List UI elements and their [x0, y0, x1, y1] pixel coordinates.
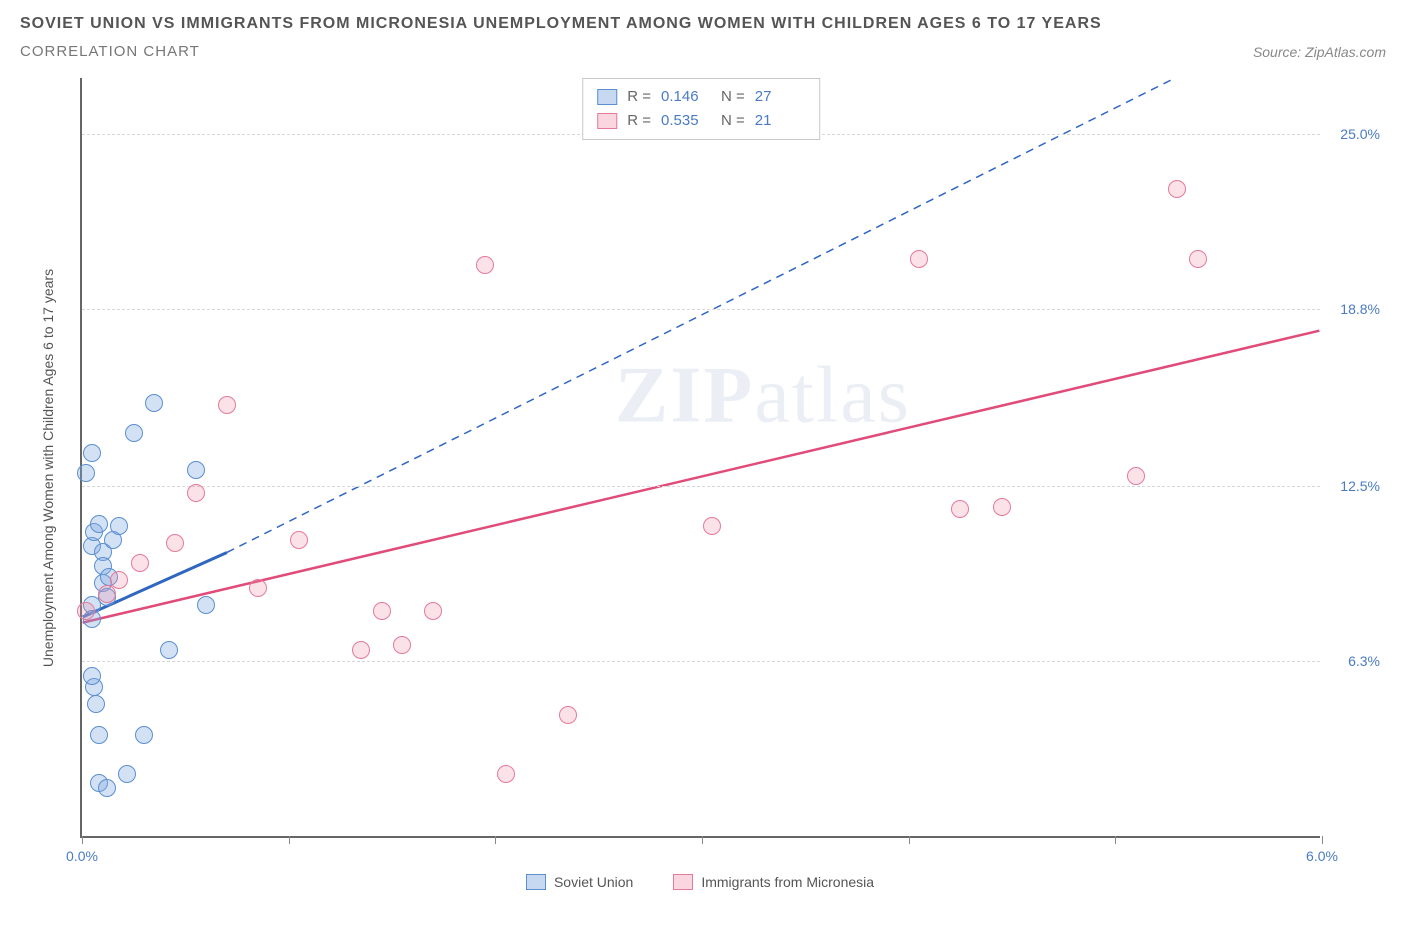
legend-item: Immigrants from Micronesia: [673, 874, 874, 890]
data-point: [290, 531, 308, 549]
x-tick-label: 0.0%: [66, 848, 98, 864]
data-point: [476, 256, 494, 274]
data-point: [249, 579, 267, 597]
data-point: [1189, 250, 1207, 268]
data-point: [145, 394, 163, 412]
x-tick: [702, 836, 703, 844]
data-point: [497, 765, 515, 783]
data-point: [187, 461, 205, 479]
data-point: [135, 726, 153, 744]
chart-title: SOVIET UNION VS IMMIGRANTS FROM MICRONES…: [20, 15, 1386, 33]
legend-n-value: 21: [755, 109, 805, 133]
source-attribution: Source: ZipAtlas.com: [1253, 44, 1386, 60]
y-tick-label: 18.8%: [1325, 301, 1380, 317]
data-point: [83, 444, 101, 462]
data-point: [77, 464, 95, 482]
data-point: [83, 667, 101, 685]
data-point: [393, 636, 411, 654]
legend-r-label: R =: [627, 85, 651, 109]
x-tick: [909, 836, 910, 844]
legend-row: R = 0.535 N = 21: [597, 109, 805, 133]
data-point: [703, 517, 721, 535]
legend-swatch: [597, 113, 617, 129]
data-point: [559, 706, 577, 724]
gridline: [82, 661, 1320, 662]
data-point: [373, 602, 391, 620]
data-point: [424, 602, 442, 620]
trend-line: [227, 78, 1175, 552]
gridline: [82, 309, 1320, 310]
x-tick: [289, 836, 290, 844]
series-legend: Soviet Union Immigrants from Micronesia: [80, 874, 1320, 890]
x-tick: [495, 836, 496, 844]
data-point: [910, 250, 928, 268]
data-point: [110, 517, 128, 535]
legend-n-label: N =: [721, 85, 745, 109]
plot-area: R =0.146N =27R =0.535N =21 ZIPatlas 6.3%…: [80, 78, 1320, 838]
x-tick-label: 6.0%: [1306, 848, 1338, 864]
gridline: [82, 486, 1320, 487]
data-point: [352, 641, 370, 659]
legend-swatch: [597, 89, 617, 105]
data-point: [87, 695, 105, 713]
data-point: [125, 424, 143, 442]
legend-item: Soviet Union: [526, 874, 633, 890]
data-point: [98, 779, 116, 797]
chart-container: Unemployment Among Women with Children A…: [20, 68, 1386, 888]
data-point: [993, 498, 1011, 516]
data-point: [110, 571, 128, 589]
data-point: [98, 585, 116, 603]
chart-subtitle: CORRELATION CHART: [20, 43, 200, 60]
legend-r-value: 0.146: [661, 85, 711, 109]
legend-swatch: [526, 874, 546, 890]
legend-row: R = 0.146 N = 27: [597, 85, 805, 109]
data-point: [1168, 180, 1186, 198]
legend-n-label: N =: [721, 109, 745, 133]
data-point: [166, 534, 184, 552]
data-point: [187, 484, 205, 502]
legend-n-value: 27: [755, 85, 805, 109]
data-point: [77, 602, 95, 620]
legend-r-label: R =: [627, 109, 651, 133]
data-point: [218, 396, 236, 414]
data-point: [90, 515, 108, 533]
legend-label: Immigrants from Micronesia: [701, 874, 874, 890]
legend-label: Soviet Union: [554, 874, 633, 890]
data-point: [131, 554, 149, 572]
data-point: [197, 596, 215, 614]
x-tick: [1322, 836, 1323, 844]
y-axis-label: Unemployment Among Women with Children A…: [40, 269, 56, 667]
correlation-legend: R = 0.146 N = 27 R = 0.535 N = 21: [582, 78, 820, 140]
x-tick: [82, 836, 83, 844]
data-point: [1127, 467, 1145, 485]
x-tick: [1115, 836, 1116, 844]
y-tick-label: 25.0%: [1325, 126, 1380, 142]
data-point: [160, 641, 178, 659]
y-tick-label: 6.3%: [1325, 653, 1380, 669]
y-tick-label: 12.5%: [1325, 478, 1380, 494]
trend-lines-svg: [82, 78, 1320, 836]
legend-r-value: 0.535: [661, 109, 711, 133]
data-point: [951, 500, 969, 518]
legend-swatch: [673, 874, 693, 890]
data-point: [118, 765, 136, 783]
data-point: [90, 726, 108, 744]
subtitle-row: CORRELATION CHART Source: ZipAtlas.com: [20, 43, 1386, 60]
